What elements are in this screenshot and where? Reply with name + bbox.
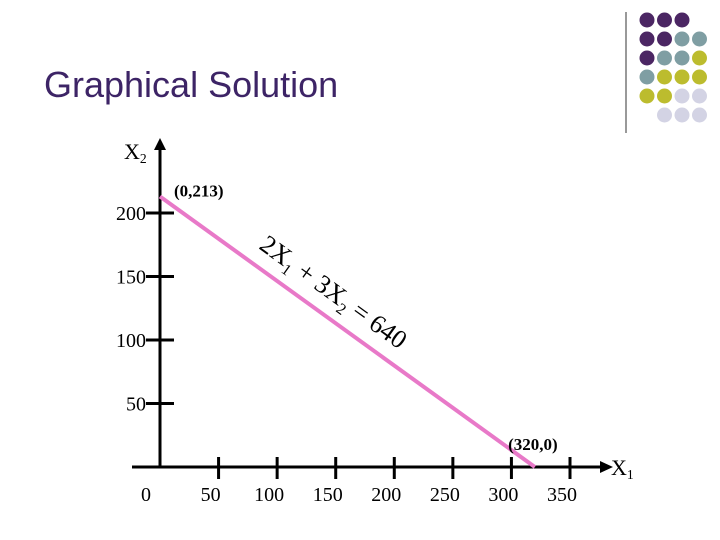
slide-title: Graphical Solution (44, 64, 339, 105)
intercept-label-x: (320,0) (508, 435, 558, 454)
y-tick-label: 100 (116, 330, 146, 352)
decoration-dot (674, 50, 690, 66)
decoration-dot (639, 12, 655, 28)
x-tick-label: 350 (547, 484, 577, 506)
y-tick-label: 150 (116, 267, 146, 289)
decoration-dot (692, 31, 707, 47)
decoration-dot (639, 88, 655, 104)
x-tick-label: 0 (141, 484, 151, 506)
y-tick-label: 50 (126, 394, 146, 416)
constraint-equation-label: 2X1 + 3X2 = 640 (252, 229, 412, 358)
x-axis-arrow (600, 461, 613, 473)
intercept-label-y: (0,213) (174, 181, 224, 200)
x-axis-label: X1 (611, 455, 634, 482)
decoration-dot (674, 69, 690, 85)
x-tick-label: 100 (254, 484, 284, 506)
decoration-dot (639, 50, 655, 66)
decoration-dot (657, 88, 672, 104)
x-tick-label: 150 (313, 484, 343, 506)
y-tick-label: 200 (116, 203, 146, 225)
decoration-dot (692, 88, 707, 104)
decoration-dot (657, 107, 672, 123)
decoration-dot (692, 69, 707, 85)
y-axis-label: X2 (124, 139, 147, 166)
decoration-dot (639, 31, 655, 47)
decoration-dot (674, 107, 690, 123)
decoration-dot (692, 107, 707, 123)
y-axis-arrow (154, 138, 166, 150)
decoration-dot (674, 12, 690, 28)
x-tick-label: 50 (201, 484, 221, 506)
decoration-dot (657, 50, 672, 66)
decoration-dot (639, 69, 655, 85)
decoration-dot (674, 31, 690, 47)
decoration-dot (657, 31, 672, 47)
decoration-dot (657, 12, 672, 28)
x-tick-label: 300 (488, 484, 518, 506)
decoration-dot (674, 88, 690, 104)
decoration-dot (692, 50, 707, 66)
decoration-dot (657, 69, 672, 85)
x-tick-label: 200 (371, 484, 401, 506)
x-tick-label: 250 (430, 484, 460, 506)
constraint-line (158, 194, 537, 469)
